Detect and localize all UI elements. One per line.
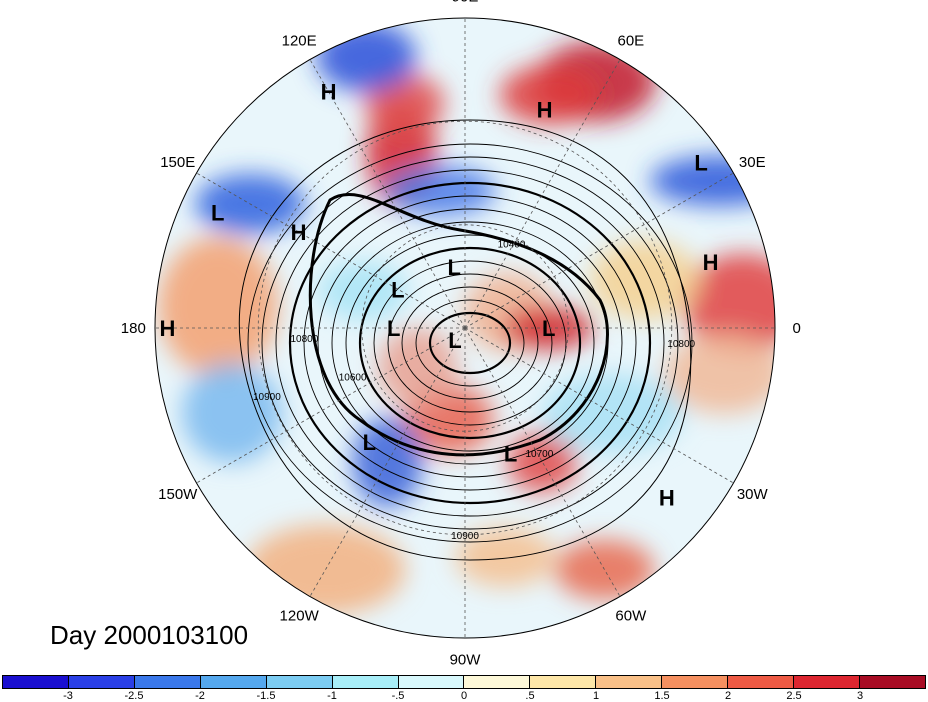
colorbar-tick-label: 2.5 [786,690,802,702]
lon-label-0: 0 [793,320,801,337]
colorbar-tick-label: -.5 [391,690,405,702]
colorbar-tick-label: 3 [856,690,864,702]
lon-label-120e: 120E [282,33,317,50]
colorbar-tick-label: .5 [525,690,535,702]
high-pressure-marker: H [659,485,675,510]
lon-label-30w: 30W [737,486,769,503]
high-pressure-marker: H [321,80,337,105]
contour-value-label: 10700 [525,449,553,460]
polar-map: 90E 120E 60E 150E 30E 180 0 150W 30W 120W 60W 90W H… [121,0,801,669]
colorbar-cell [596,676,663,688]
colorbar-cell [464,676,531,688]
colorbar-tick-label: -1.5 [256,690,276,702]
day-title: Day 2000103100 [50,620,249,650]
lon-label-90e: 90E [452,0,479,5]
colorbar-cell [3,676,69,688]
colorbar-cell [332,676,399,688]
lon-label-120w: 120W [280,607,320,624]
colorbar-tick-label: -2.5 [124,690,144,702]
colorbar-tick-label: -2 [195,690,205,702]
high-pressure-marker: H [291,220,307,245]
colorbar-tick-label: 0 [460,690,468,702]
colorbar-cell [68,676,135,688]
geopotential-contours [238,119,693,561]
colorbar-cell [200,676,267,688]
colorbar-tick-label: 1.5 [654,690,670,702]
color-scale-bar [2,675,926,689]
contour-value-label: 10800 [291,334,319,345]
high-pressure-marker: H [159,316,175,341]
colorbar-tick-label: 2 [724,690,732,702]
colorbar-cell [530,676,597,688]
contour-value-label: 10400 [498,239,526,250]
map-boundary [154,17,776,639]
colorbar-tick-label: -3 [63,690,73,702]
high-pressure-marker: H [537,98,553,123]
colorbar-cell [266,676,333,688]
lon-label-30e: 30E [739,154,766,171]
low-pressure-marker: L [448,328,461,353]
colorbar-cell [859,676,925,688]
longitude-labels: 90E 120E 60E 150E 30E 180 0 150W 30W 120W 60W 90W [121,0,801,669]
contour-value-labels: 10400 10800 10600 10800 10700 10900 10900 [253,239,696,541]
colorbar-cell [662,676,729,688]
colorbar-tick-label: 1 [592,690,600,702]
contour-value-label: 10600 [339,372,367,383]
lon-label-150w: 150W [158,486,198,503]
colorbar-cell [398,676,465,688]
low-pressure-marker: L [504,441,517,466]
contour-value-label: 10800 [667,339,695,350]
colorbar-tick-label: -1 [327,690,337,702]
low-pressure-marker: L [391,277,404,302]
low-pressure-marker: L [542,316,555,341]
lon-label-180: 180 [121,320,146,337]
low-pressure-marker: L [363,430,376,455]
colorbar-cell [134,676,201,688]
graticule [155,18,775,638]
contour-value-label: 10900 [253,392,281,403]
lon-label-60w: 60W [615,607,647,624]
lon-label-60e: 60E [617,33,644,50]
low-pressure-marker: L [211,201,224,226]
low-pressure-marker: L [694,151,707,176]
contour-value-label: 10900 [451,531,479,542]
low-pressure-marker: L [448,255,461,280]
low-pressure-marker: L [387,316,400,341]
colorbar-cell [728,676,795,688]
lon-label-150e: 150E [160,154,195,171]
high-pressure-marker: H [703,250,719,275]
lon-label-90w: 90W [450,652,482,669]
colorbar-cell [794,676,860,688]
